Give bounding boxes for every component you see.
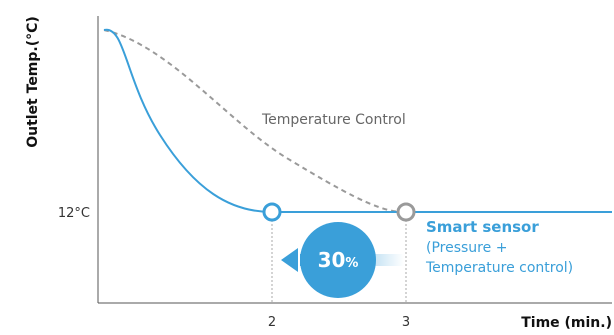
x-axis-label: Time (min.): [521, 315, 612, 331]
x-tick-label-2: 2: [268, 315, 276, 330]
annotation-smart-sensor-title: Smart sensor: [426, 218, 539, 236]
annotation-smart-sensor-line1: (Pressure +: [426, 240, 507, 256]
reduction-value: 30: [318, 248, 346, 272]
x-tick-label-3: 3: [402, 315, 410, 330]
marker-temperature-control-3min: [396, 202, 416, 222]
reduction-arrow-head: [281, 248, 298, 272]
y-tick-label-12: 12°C: [58, 206, 90, 221]
series-line-temperature-control: [103, 29, 401, 213]
annotation-smart-sensor-line2: Temperature control): [425, 260, 573, 276]
series-line-smart-sensor: [103, 28, 612, 213]
y-axis-label: Outlet Temp.(°C): [25, 16, 41, 148]
marker-smart-sensor-2min: [262, 202, 282, 222]
annotation-temperature-control: Temperature Control: [261, 112, 406, 128]
reduction-unit: %: [345, 256, 358, 271]
reduction-badge-label: 30%: [318, 248, 359, 272]
reduction-badge: [300, 222, 376, 298]
